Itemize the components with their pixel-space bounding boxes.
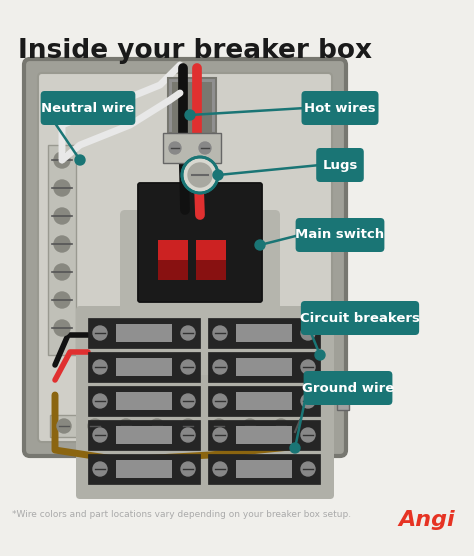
- Circle shape: [181, 428, 195, 442]
- FancyBboxPatch shape: [120, 210, 280, 375]
- Circle shape: [57, 419, 71, 433]
- FancyBboxPatch shape: [304, 371, 392, 405]
- Circle shape: [54, 264, 70, 280]
- Text: Main switch: Main switch: [295, 229, 384, 241]
- FancyBboxPatch shape: [24, 59, 346, 456]
- Circle shape: [119, 419, 133, 433]
- Circle shape: [301, 360, 315, 374]
- Circle shape: [301, 326, 315, 340]
- Bar: [116, 460, 172, 478]
- Circle shape: [301, 428, 315, 442]
- Circle shape: [88, 419, 102, 433]
- Bar: [48, 145, 76, 355]
- Circle shape: [243, 419, 257, 433]
- Circle shape: [274, 419, 288, 433]
- Text: Neutral wire: Neutral wire: [41, 102, 135, 115]
- FancyBboxPatch shape: [41, 91, 136, 125]
- Circle shape: [301, 394, 315, 408]
- Bar: [208, 420, 320, 450]
- Circle shape: [290, 443, 300, 453]
- Circle shape: [213, 326, 227, 340]
- Bar: [116, 358, 172, 376]
- Bar: [208, 318, 320, 348]
- Circle shape: [54, 180, 70, 196]
- Bar: [168, 78, 216, 133]
- Circle shape: [255, 240, 265, 250]
- Circle shape: [185, 110, 195, 120]
- Circle shape: [181, 360, 195, 374]
- FancyBboxPatch shape: [296, 218, 384, 252]
- Circle shape: [182, 157, 218, 193]
- Circle shape: [212, 419, 226, 433]
- Bar: [208, 352, 320, 382]
- Bar: [88, 386, 200, 416]
- Circle shape: [213, 462, 227, 476]
- Circle shape: [199, 142, 211, 154]
- Bar: [236, 426, 292, 444]
- FancyBboxPatch shape: [316, 148, 364, 182]
- Circle shape: [213, 360, 227, 374]
- Text: Ground wire: Ground wire: [302, 381, 394, 395]
- Circle shape: [315, 350, 325, 360]
- FancyBboxPatch shape: [38, 73, 332, 442]
- Circle shape: [213, 394, 227, 408]
- Text: Hot wires: Hot wires: [304, 102, 376, 115]
- Bar: [116, 426, 172, 444]
- Text: Circuit breakers: Circuit breakers: [300, 311, 420, 325]
- Text: Angi: Angi: [398, 510, 455, 530]
- Bar: [50, 415, 305, 437]
- Bar: [88, 454, 200, 484]
- Bar: [116, 324, 172, 342]
- Circle shape: [93, 462, 107, 476]
- Circle shape: [169, 142, 181, 154]
- Circle shape: [150, 419, 164, 433]
- Circle shape: [181, 419, 195, 433]
- FancyBboxPatch shape: [76, 306, 334, 499]
- Circle shape: [213, 170, 223, 180]
- Circle shape: [301, 462, 315, 476]
- Circle shape: [54, 152, 70, 168]
- Bar: [236, 324, 292, 342]
- Bar: [88, 420, 200, 450]
- Text: Lugs: Lugs: [322, 158, 358, 171]
- Circle shape: [181, 326, 195, 340]
- Circle shape: [188, 163, 212, 187]
- Circle shape: [93, 394, 107, 408]
- Bar: [208, 386, 320, 416]
- Bar: [116, 392, 172, 410]
- Circle shape: [54, 208, 70, 224]
- Circle shape: [54, 292, 70, 308]
- Circle shape: [181, 462, 195, 476]
- Bar: [236, 358, 292, 376]
- FancyBboxPatch shape: [301, 301, 419, 335]
- Circle shape: [93, 326, 107, 340]
- Bar: [158, 240, 188, 280]
- Bar: [337, 380, 349, 410]
- FancyBboxPatch shape: [138, 183, 262, 302]
- Text: *Wire colors and part locations vary depending on your breaker box setup.: *Wire colors and part locations vary dep…: [12, 510, 351, 519]
- Circle shape: [181, 394, 195, 408]
- Bar: [163, 133, 221, 163]
- Circle shape: [54, 236, 70, 252]
- Circle shape: [54, 320, 70, 336]
- Circle shape: [75, 155, 85, 165]
- FancyBboxPatch shape: [301, 91, 379, 125]
- Bar: [208, 454, 320, 484]
- Bar: [196, 260, 226, 280]
- Bar: [236, 392, 292, 410]
- Bar: [172, 82, 212, 133]
- Bar: [196, 240, 226, 280]
- FancyBboxPatch shape: [138, 183, 262, 302]
- Bar: [88, 352, 200, 382]
- Text: Inside your breaker box: Inside your breaker box: [18, 38, 372, 64]
- Bar: [158, 260, 188, 280]
- Circle shape: [93, 428, 107, 442]
- Circle shape: [213, 428, 227, 442]
- Bar: [88, 318, 200, 348]
- Circle shape: [93, 360, 107, 374]
- Bar: [236, 460, 292, 478]
